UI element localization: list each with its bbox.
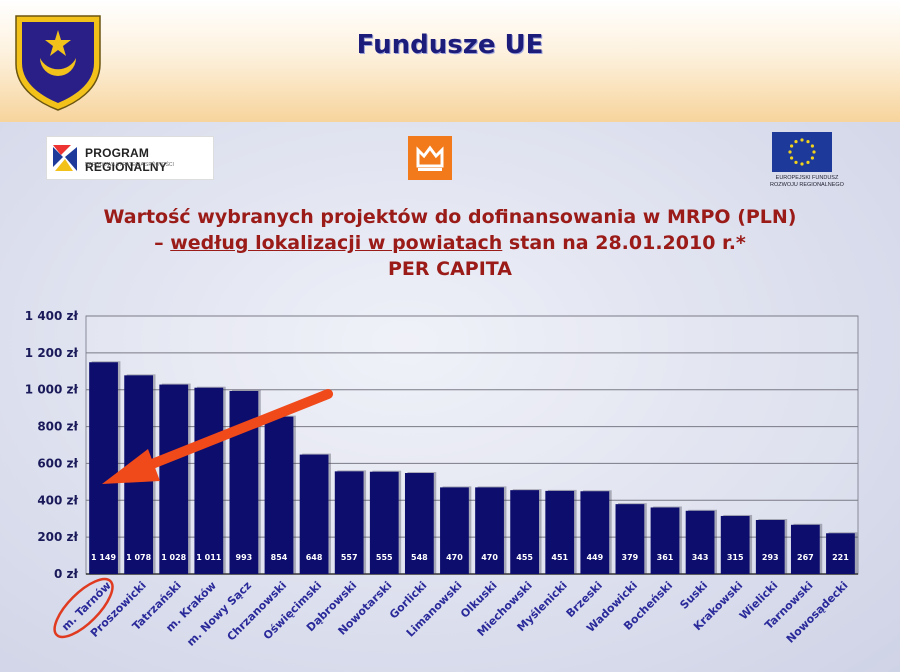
y-tick-label: 0 zł xyxy=(54,567,79,581)
program-flag-icon xyxy=(51,141,79,175)
bar xyxy=(755,520,785,574)
bar-value-label: 449 xyxy=(586,553,603,562)
x-tick-label: m. Nowy Sącz xyxy=(184,579,254,649)
x-tick-label: Nowosądecki xyxy=(784,579,851,646)
bar-value-label: 648 xyxy=(306,553,323,562)
bar xyxy=(369,471,399,574)
bar-value-label: 470 xyxy=(446,553,463,562)
bar xyxy=(720,515,750,574)
y-tick-label: 1 000 zł xyxy=(25,383,79,397)
eu-fund-logo: EUROPEJSKI FUNDUSZ ROZWOJU REGIONALNEGO xyxy=(745,132,869,202)
highlight-ellipse xyxy=(53,577,114,639)
eu-fund-text-line2: ROZWOJU REGIONALNEGO xyxy=(770,182,844,188)
bar xyxy=(299,454,329,574)
program-regionalny-logo: PROGRAM REGIONALNY NARODOWA STRATEGIA SP… xyxy=(46,136,214,180)
eu-flag-icon xyxy=(772,132,832,172)
chart-title-line1: Wartość wybranych projektów do dofinanso… xyxy=(103,206,797,228)
bar xyxy=(194,387,224,574)
chart-title-line2: – według lokalizacji w powiatach stan na… xyxy=(0,230,900,256)
bar xyxy=(89,362,118,574)
bar xyxy=(334,471,364,574)
bar-value-label: 1 078 xyxy=(126,553,151,562)
chart-title-line2-suffix: stan na 28.01.2010 r.* xyxy=(502,232,746,254)
bar-value-label: 555 xyxy=(376,553,393,562)
bar-value-label: 470 xyxy=(481,553,498,562)
bar xyxy=(790,524,820,574)
program-logo-subtext: NARODOWA STRATEGIA SPÓJNOŚCI xyxy=(85,162,174,168)
malopolska-logo-icon xyxy=(408,136,452,180)
pointer-arrow-head xyxy=(102,449,160,484)
x-tick-label: Suski xyxy=(677,579,710,612)
bar xyxy=(510,490,540,574)
bar xyxy=(404,473,434,574)
bar xyxy=(826,533,855,574)
bar-value-label: 557 xyxy=(341,553,358,562)
bar-value-label: 267 xyxy=(797,553,814,562)
y-tick-label: 400 zł xyxy=(37,493,78,507)
bar-value-label: 854 xyxy=(271,553,288,562)
y-tick-label: 1 400 zł xyxy=(25,309,79,323)
bar-value-label: 315 xyxy=(727,553,744,562)
bar-value-label: 343 xyxy=(692,553,709,562)
bar-value-label: 1 011 xyxy=(196,553,221,562)
bar-value-label: 548 xyxy=(411,553,428,562)
chart-title-line3: PER CAPITA xyxy=(388,258,512,280)
eu-fund-text: EUROPEJSKI FUNDUSZ ROZWOJU REGIONALNEGO xyxy=(745,175,869,189)
bar-value-label: 455 xyxy=(516,553,533,562)
y-tick-label: 800 zł xyxy=(37,420,78,434)
bar-value-label: 451 xyxy=(551,553,568,562)
bar xyxy=(615,504,645,574)
bar xyxy=(685,510,715,574)
program-logo-text: PROGRAM REGIONALNY xyxy=(85,146,168,174)
chart-title-underlined: według lokalizacji w powiatach xyxy=(170,232,503,254)
bar xyxy=(440,487,469,574)
bar xyxy=(475,487,504,574)
bar-value-label: 221 xyxy=(832,553,849,562)
bar xyxy=(159,384,189,574)
tarnow-crest-icon xyxy=(15,15,101,111)
bar-value-label: 293 xyxy=(762,553,779,562)
bar-value-label: 379 xyxy=(622,553,639,562)
bar-value-label: 1 028 xyxy=(161,553,186,562)
chart-title-line2-prefix: – xyxy=(154,232,171,254)
bar xyxy=(580,491,610,574)
bar-value-label: 1 149 xyxy=(91,553,116,562)
bar-value-label: 993 xyxy=(236,553,253,562)
bar xyxy=(650,507,680,574)
page-title: Fundusze UE xyxy=(356,30,544,60)
y-tick-label: 1 200 zł xyxy=(25,346,79,360)
y-tick-label: 600 zł xyxy=(37,456,78,470)
bar xyxy=(545,490,575,574)
y-tick-label: 200 zł xyxy=(37,530,78,544)
pointer-arrow-shaft xyxy=(127,389,333,477)
eu-fund-text-line1: EUROPEJSKI FUNDUSZ xyxy=(775,175,839,181)
bar-value-label: 361 xyxy=(657,553,674,562)
bar xyxy=(264,416,294,574)
header-bar: Fundusze UE xyxy=(0,0,900,122)
